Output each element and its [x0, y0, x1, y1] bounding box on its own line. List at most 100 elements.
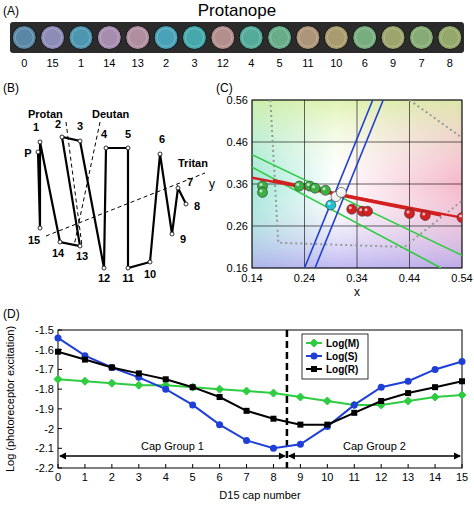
- cap-rim: [412, 29, 430, 47]
- tick: [58, 408, 62, 409]
- cap: [182, 26, 206, 50]
- axis-title: y: [209, 177, 215, 191]
- highlight: [307, 183, 310, 186]
- data-point: [431, 393, 439, 401]
- highlight: [365, 208, 368, 211]
- tick: [58, 468, 62, 469]
- cap-rim: [441, 29, 459, 47]
- tick-label: -1.8: [35, 383, 54, 395]
- tick-label: 0.36: [227, 178, 248, 190]
- cap-point: [321, 185, 331, 195]
- highlight: [296, 183, 299, 186]
- cap-label: 11: [122, 272, 134, 284]
- cap-point: [336, 187, 346, 197]
- highlight: [359, 208, 362, 211]
- highlight: [312, 185, 315, 188]
- tick-label: 8: [270, 471, 276, 483]
- tick-label: 1: [82, 471, 88, 483]
- tick: [165, 464, 166, 468]
- cap-rim: [185, 29, 203, 47]
- data-point: [351, 401, 358, 408]
- plot-frame: [252, 100, 462, 268]
- cap-label: 3: [77, 120, 83, 132]
- cap: [154, 26, 178, 50]
- data-point: [135, 381, 143, 389]
- tick: [435, 464, 436, 468]
- tick: [192, 464, 193, 468]
- cap-point: [170, 232, 174, 236]
- cap-label: 1: [33, 121, 39, 133]
- tick: [462, 464, 463, 468]
- tick: [246, 464, 247, 468]
- tick: [58, 464, 59, 468]
- axis-name: Tritan: [178, 157, 208, 169]
- tick-label: 0.34: [346, 272, 367, 284]
- cap-number: 15: [46, 57, 58, 69]
- data-point: [323, 397, 331, 405]
- cap-point: [126, 146, 130, 150]
- cap-point: [457, 213, 462, 223]
- confusion-line: [315, 100, 383, 268]
- gamut-line: [410, 100, 463, 138]
- tick-label: 6: [217, 471, 223, 483]
- tick-label: 5: [190, 471, 196, 483]
- plot-area: [54, 334, 466, 451]
- cap: [97, 26, 121, 50]
- tick-label: 11: [349, 471, 360, 483]
- cap-point: [104, 146, 108, 150]
- data-point: [458, 391, 466, 399]
- cap-rim: [72, 29, 90, 47]
- tick-label: 15: [456, 471, 468, 483]
- cap-rim: [299, 29, 317, 47]
- tick-label: 0.16: [227, 262, 248, 274]
- cap-point: [38, 226, 42, 230]
- tick: [58, 428, 62, 429]
- cap-rim: [157, 29, 175, 47]
- cap-point: [158, 152, 162, 156]
- cap-number: 13: [132, 57, 144, 69]
- tick: [84, 464, 85, 468]
- grid-line: [252, 142, 462, 143]
- data-point: [296, 393, 304, 401]
- panel-label: (B): [3, 81, 19, 95]
- tick: [273, 464, 274, 468]
- tick-label: 3: [136, 471, 142, 483]
- data-point: [108, 379, 116, 387]
- confusion-line: [273, 180, 441, 216]
- tick: [219, 464, 220, 468]
- confusion-line: [252, 167, 441, 268]
- cap: [69, 26, 93, 50]
- cap-label: 15: [28, 234, 40, 246]
- annotation: Cap Group 2: [343, 440, 406, 452]
- cap-rim: [356, 29, 374, 47]
- tick-label: -1.5: [35, 324, 54, 336]
- cap-number: 2: [163, 57, 169, 69]
- highlight: [328, 202, 331, 205]
- tick: [111, 464, 112, 468]
- cap-number: 10: [330, 57, 342, 69]
- data-point: [404, 397, 412, 405]
- data-point: [459, 378, 465, 384]
- cap-label: P: [24, 147, 31, 159]
- cap-point: [78, 244, 82, 248]
- cap-point: [347, 204, 357, 214]
- tick-label: 12: [375, 471, 387, 483]
- group-arrow: [289, 455, 460, 457]
- data-point: [163, 376, 169, 382]
- axis-title: D15 cap number: [219, 489, 301, 501]
- cap: [296, 26, 320, 50]
- data-point: [136, 370, 142, 376]
- data-point: [243, 437, 250, 444]
- cap-point: [258, 187, 268, 197]
- tick-label: -1.9: [35, 403, 54, 415]
- tick-label: 0: [55, 471, 61, 483]
- data-point: [162, 386, 169, 393]
- tick-label: 14: [429, 471, 441, 483]
- cap-label: 2: [55, 118, 61, 130]
- cap-point: [78, 139, 82, 143]
- data-point: [243, 387, 251, 395]
- tick: [408, 464, 409, 468]
- cap-rim: [327, 29, 345, 47]
- tick-label: 2: [109, 471, 115, 483]
- data-point: [189, 401, 196, 408]
